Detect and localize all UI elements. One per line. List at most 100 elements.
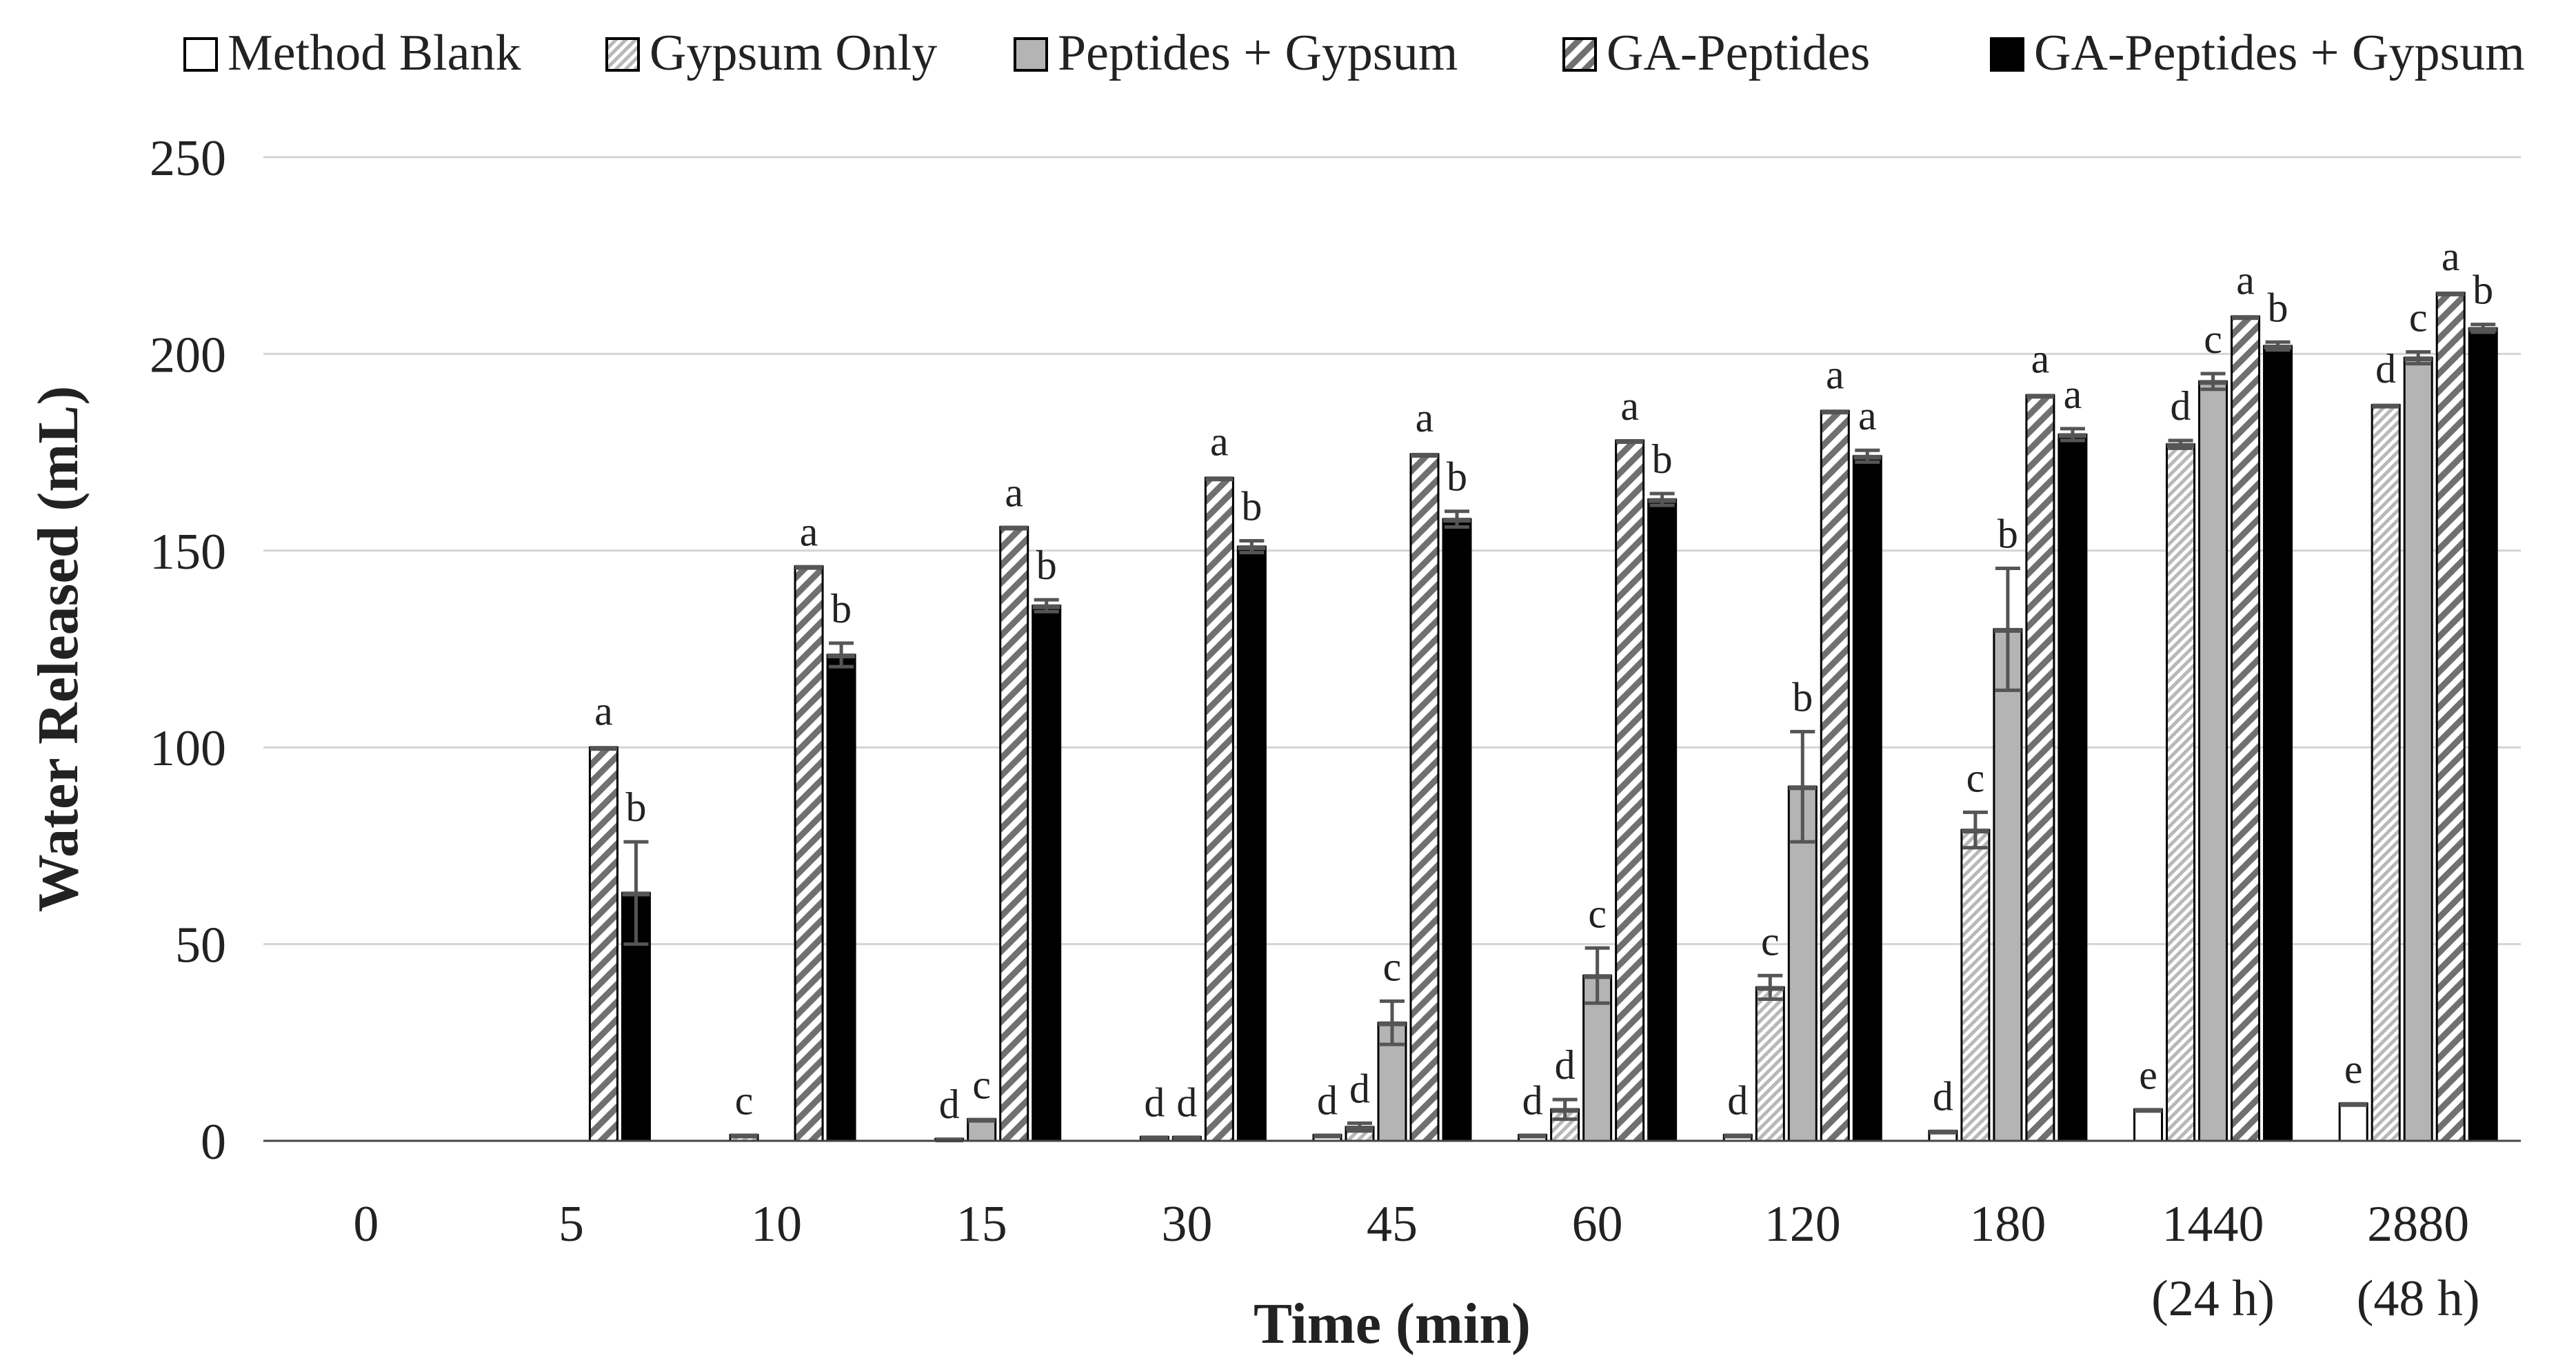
x-tick-label: 120 [1764, 1196, 1841, 1253]
significance-letter: e [2344, 1046, 2363, 1092]
bar-ga-peptides [794, 565, 824, 1142]
bar-cap [1929, 1129, 1957, 1135]
x-tick-label: 1440 [2162, 1196, 2264, 1253]
significance-letter: c [2409, 295, 2428, 341]
significance-letter: b [1447, 454, 1467, 500]
bar-ga-peptides [1820, 409, 1850, 1142]
y-tick-label: 50 [175, 917, 226, 974]
x-tick-label: 5 [559, 1196, 584, 1253]
bar-series [588, 291, 2498, 1143]
significance-letter: a [2064, 372, 2082, 417]
bar-cap [1724, 1133, 1752, 1139]
legend-swatch-gypsum-only [605, 37, 640, 72]
x-tick-label: 10 [751, 1196, 802, 1253]
bar-ga-peptides-gypsum [1647, 498, 1678, 1142]
bar-cap [2372, 403, 2400, 409]
bar-ga-peptides [999, 526, 1029, 1142]
x-tick-label: 180 [1969, 1196, 2046, 1253]
significance-letter: a [594, 688, 613, 733]
bar-gypsum-only [1960, 829, 1991, 1142]
bar-cap [1000, 525, 1028, 531]
bar-cap [1821, 409, 1849, 415]
significance-letter: c [735, 1077, 754, 1123]
significance-letter: a [800, 509, 818, 555]
y-tick-label: 200 [150, 327, 226, 383]
significance-letter: d [2171, 383, 2191, 429]
bar-gypsum-only [1755, 986, 1785, 1142]
y-axis-ticks: 0 50 100 150 200 250 [150, 130, 226, 1170]
bar-ga-peptides [1204, 476, 1234, 1142]
significance-letter: b [1998, 511, 2018, 556]
x-tick-label: 15 [956, 1196, 1007, 1253]
bar-cap [1616, 438, 1644, 444]
bar-ga-peptides-gypsum [2468, 327, 2498, 1142]
bar-gypsum-only [2371, 404, 2401, 1142]
legend-label-method-blank: Method Blank [228, 25, 521, 81]
legend-swatch-peptides-gypsum [1014, 37, 1048, 72]
legend-swatch-ga-peptides [1562, 37, 1597, 72]
significance-letter: a [1826, 352, 1844, 397]
bar-ga-peptides-gypsum [1442, 518, 1472, 1142]
significance-letter: a [2236, 257, 2255, 303]
bar-method-blank [2133, 1108, 2164, 1142]
x-tick-label: 2880 [2367, 1196, 2469, 1253]
bar-ga-peptides-gypsum [826, 653, 856, 1142]
significance-letter: c [1761, 918, 1780, 964]
significance-letter: d [1727, 1077, 1748, 1123]
y-tick-label: 100 [150, 720, 226, 777]
bar-cap [795, 565, 823, 570]
bar-cap [2134, 1108, 2162, 1113]
significance-letter: d [2375, 346, 2396, 392]
x-tick-sublabel: (24 h) [2151, 1270, 2275, 1327]
bar-cap [2437, 291, 2465, 296]
bar-method-blank [2338, 1102, 2368, 1142]
bar-ga-peptides [2025, 394, 2055, 1142]
x-tick-label: 30 [1161, 1196, 1212, 1253]
bar-ga-peptides-gypsum [1236, 545, 1267, 1142]
bar-ga-peptides [588, 746, 618, 1142]
legend-label-ga-peptides: GA-Peptides [1607, 25, 1870, 81]
significance-letter: d [1144, 1079, 1165, 1125]
x-tick-label: 60 [1572, 1196, 1623, 1253]
bar-cap [967, 1117, 996, 1123]
bar-peptides-gypsum [967, 1118, 997, 1142]
significance-letter: d [1522, 1077, 1543, 1123]
bar-cap [2231, 315, 2260, 321]
bar-ga-peptides [2435, 292, 2466, 1142]
legend-label-gypsum-only: Gypsum Only [650, 25, 937, 81]
legend-label-ga-peptides-gypsum: GA-Peptides + Gypsum [2034, 25, 2525, 81]
x-tick-label: 45 [1367, 1196, 1418, 1253]
bar-ga-peptides-gypsum [2263, 345, 2293, 1142]
bar-cap [730, 1133, 758, 1139]
bar-cap [2339, 1102, 2368, 1107]
bar-cap [1205, 476, 1234, 482]
legend-swatch-ga-peptides-gypsum [1990, 37, 2024, 72]
x-axis-ticks: 0 5 10 15 30 45 60 120 180 1440 (24 h) 2880 (48 h) [353, 1196, 2479, 1327]
x-tick-label: 0 [353, 1196, 379, 1253]
significance-letter: a [1210, 418, 1229, 464]
bar-cap [1173, 1135, 1201, 1141]
bar-cap [1314, 1133, 1341, 1139]
significance-letter: b [2268, 285, 2288, 330]
y-tick-label: 150 [150, 524, 226, 580]
bar-peptides-gypsum [1993, 628, 2023, 1142]
significance-letter: a [1005, 470, 1023, 516]
bar-ga-peptides-gypsum [1852, 455, 1882, 1142]
error-bars [623, 323, 2496, 1133]
y-tick-label: 0 [201, 1114, 226, 1170]
gridlines [263, 156, 2521, 946]
x-axis-title: Time (min) [1254, 1292, 1531, 1356]
significance-letter: a [1858, 393, 1877, 438]
significance-letter: b [831, 586, 852, 631]
significance-letter: d [1176, 1079, 1197, 1125]
significance-letter: a [2031, 336, 2050, 381]
significance-letter: a [1620, 383, 1639, 429]
bar-cap [2026, 394, 2054, 399]
significance-letter: a [2442, 234, 2460, 279]
legend-swatch-method-blank [183, 37, 218, 72]
bar-ga-peptides [2231, 315, 2261, 1142]
significance-letter: b [1036, 542, 1057, 588]
significance-letter: d [1349, 1066, 1370, 1111]
significance-letter: d [1555, 1042, 1576, 1088]
